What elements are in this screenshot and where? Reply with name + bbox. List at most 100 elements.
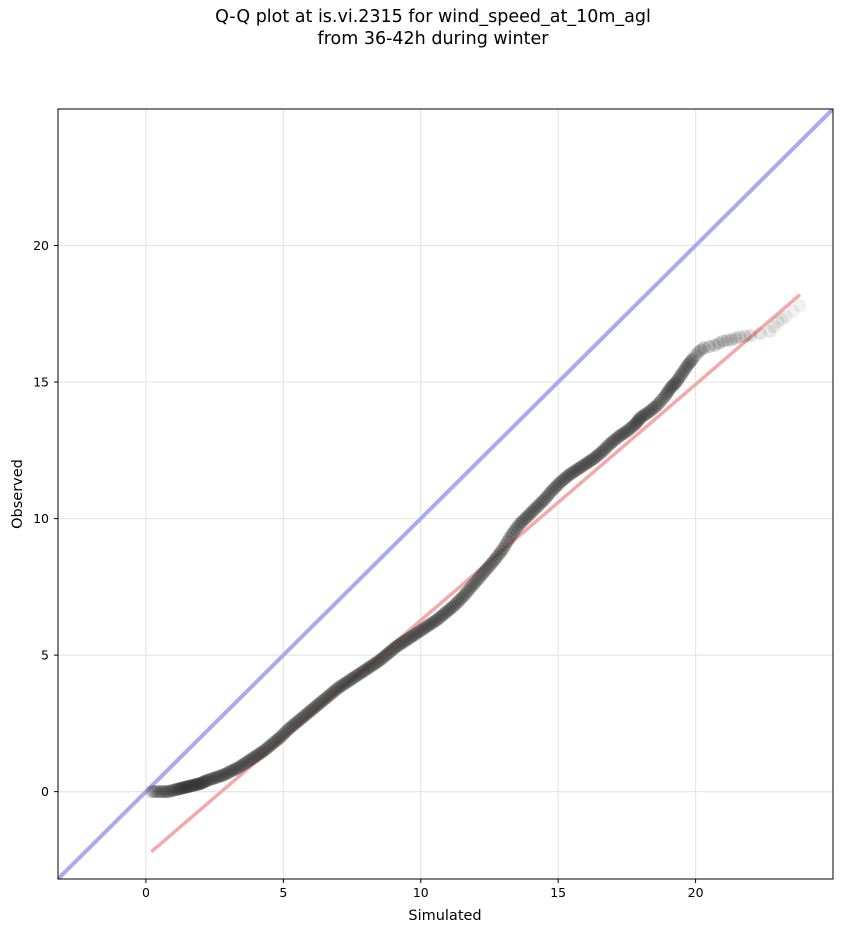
data-point	[577, 458, 591, 472]
data-point	[445, 601, 459, 615]
data-point	[484, 557, 498, 571]
data-point	[153, 785, 167, 799]
data-point	[276, 728, 290, 742]
data-point	[515, 515, 529, 529]
data-point	[486, 555, 500, 569]
data-point	[171, 782, 185, 796]
chart-title-line-1: Q-Q plot at is.vi.2315 for wind_speed_at…	[215, 7, 651, 27]
data-point	[327, 684, 341, 698]
data-point	[471, 572, 485, 586]
data-point	[463, 581, 477, 595]
data-point	[187, 778, 201, 792]
data-point	[261, 740, 275, 754]
data-point	[632, 412, 646, 426]
data-point	[461, 584, 475, 598]
data-point	[197, 775, 211, 789]
data-point	[352, 667, 366, 681]
data-point	[350, 669, 364, 683]
data-point	[161, 785, 175, 799]
data-point	[166, 783, 180, 797]
data-point	[564, 467, 578, 481]
x-tick-label: 5	[279, 885, 287, 900]
data-point	[664, 381, 678, 395]
data-point	[179, 780, 193, 794]
data-point	[342, 674, 356, 688]
data-point	[267, 735, 281, 749]
data-point	[208, 771, 222, 785]
data-point	[232, 760, 246, 774]
data-point	[618, 426, 632, 440]
data-point	[220, 766, 234, 780]
data-point	[325, 686, 339, 700]
data-point	[331, 681, 345, 695]
data-point	[307, 701, 321, 715]
data-point	[186, 778, 200, 792]
data-point	[224, 764, 238, 778]
data-point	[321, 689, 335, 703]
data-point	[728, 331, 742, 345]
data-point	[610, 431, 624, 445]
data-point	[176, 781, 190, 795]
data-point	[542, 488, 556, 502]
data-point	[154, 785, 168, 799]
data-point	[162, 784, 176, 798]
data-point	[282, 722, 296, 736]
data-point	[668, 376, 682, 390]
data-point	[546, 483, 560, 497]
data-point	[451, 595, 465, 609]
data-point	[539, 490, 553, 504]
data-point	[177, 781, 191, 795]
data-point	[648, 400, 662, 414]
data-point	[414, 624, 428, 638]
data-point	[488, 553, 502, 567]
data-point	[348, 670, 362, 684]
data-point	[631, 414, 645, 428]
data-point	[738, 329, 752, 343]
data-point	[511, 520, 525, 534]
data-point	[311, 698, 325, 712]
data-point	[188, 778, 202, 792]
data-point	[560, 470, 574, 484]
data-point	[612, 430, 626, 444]
data-point	[387, 642, 401, 656]
data-point	[504, 528, 518, 542]
data-point	[529, 501, 543, 515]
data-point	[234, 759, 248, 773]
data-point	[340, 675, 354, 689]
data-point	[391, 639, 405, 653]
data-point	[786, 304, 800, 318]
data-point	[682, 357, 696, 371]
data-point	[199, 774, 213, 788]
data-point	[354, 666, 368, 680]
data-point	[646, 402, 660, 416]
data-point	[733, 330, 747, 344]
data-point	[172, 782, 186, 796]
data-point	[193, 777, 207, 791]
data-point	[158, 785, 172, 799]
data-point	[389, 640, 403, 654]
data-point	[416, 622, 430, 636]
data-point	[544, 485, 558, 499]
grid-lines	[58, 109, 833, 879]
data-point	[144, 785, 158, 799]
data-point	[274, 730, 288, 744]
data-point	[418, 621, 432, 635]
data-point	[395, 636, 409, 650]
data-point	[572, 461, 586, 475]
data-point	[467, 576, 481, 590]
data-point	[428, 614, 442, 628]
data-point	[222, 765, 236, 779]
data-point	[426, 615, 440, 629]
data-point	[465, 579, 479, 593]
data-point	[239, 756, 253, 770]
data-point	[237, 757, 251, 771]
data-point	[434, 609, 448, 623]
data-point	[753, 327, 767, 341]
data-point	[525, 505, 539, 519]
data-point	[669, 375, 683, 389]
data-point	[441, 604, 455, 618]
data-point	[198, 774, 212, 788]
data-point	[436, 607, 450, 621]
data-point	[702, 340, 716, 354]
data-point	[362, 660, 376, 674]
